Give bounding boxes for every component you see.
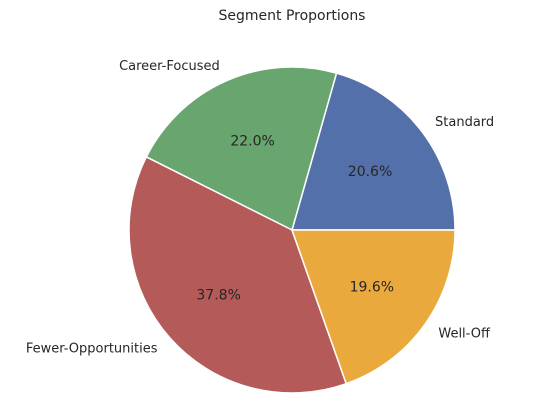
slice-label-standard: Standard bbox=[435, 115, 494, 130]
slice-label-fewer-opportunities: Fewer-Opportunities bbox=[26, 342, 158, 357]
chart-title: Segment Proportions bbox=[219, 8, 366, 24]
slice-percentage-well-off: 19.6% bbox=[350, 279, 394, 295]
slice-percentage-standard: 20.6% bbox=[348, 164, 392, 180]
slice-label-well-off: Well-Off bbox=[438, 327, 491, 342]
slice-percentage-fewer-opportunities: 37.8% bbox=[196, 288, 240, 304]
slice-percentage-career-focused: 22.0% bbox=[230, 133, 274, 149]
pie-slice-career-focused bbox=[145, 66, 338, 232]
pie-labels: Standard 20.6% Career-Focused 22.0% Fewer-Op… bbox=[26, 59, 494, 357]
pie-slice-standard bbox=[291, 72, 456, 231]
pie-slice-fewer-opportunities bbox=[128, 155, 348, 394]
pie-slices bbox=[128, 66, 456, 394]
slice-label-career-focused: Career-Focused bbox=[119, 59, 220, 74]
pie-slice-well-off bbox=[290, 229, 456, 385]
